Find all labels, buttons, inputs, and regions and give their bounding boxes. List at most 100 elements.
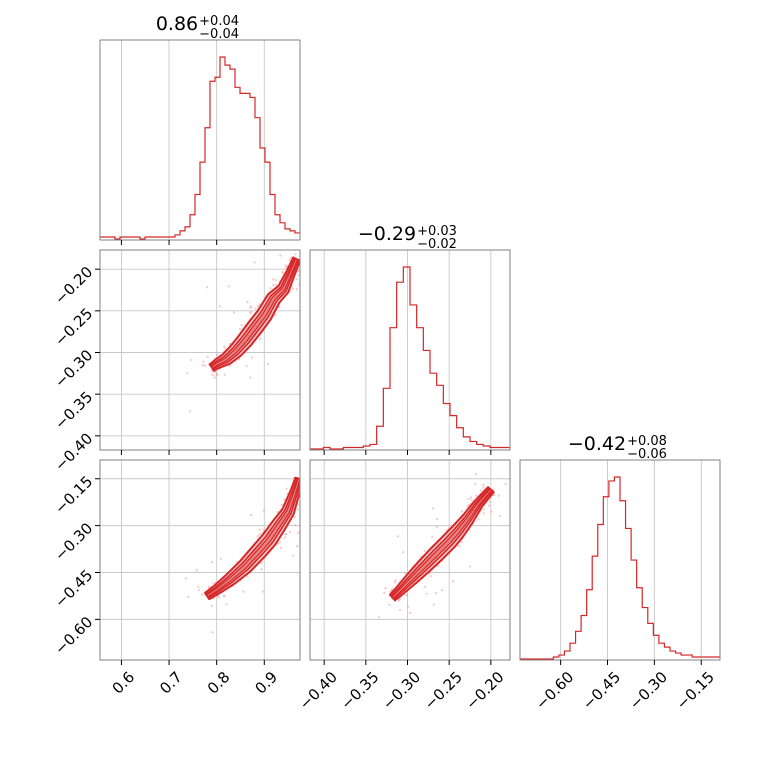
scatter-point [277, 306, 281, 309]
y-tick-label-2-3: −0.15 [51, 472, 96, 517]
scatter-point [425, 592, 428, 595]
scatter-point [283, 498, 286, 502]
scatter-point [301, 478, 303, 480]
scatter-point [293, 515, 297, 519]
scatter-point [460, 510, 464, 513]
panel-frame [99, 39, 301, 241]
scatter-point [223, 594, 226, 597]
scatter-point [432, 603, 435, 606]
x-tick-label-2-0: −0.60 [532, 668, 577, 713]
scatter-point [296, 508, 300, 511]
param-title-1: −0.29 [358, 223, 416, 245]
scatter-point [195, 569, 198, 572]
scatter-point [474, 472, 478, 476]
panel-frame [309, 249, 511, 451]
scatter-point [269, 287, 272, 290]
contour-middle [209, 257, 300, 371]
scatter-point [297, 274, 300, 277]
scatter-point [482, 512, 485, 515]
scatter-point [219, 557, 222, 560]
scatter-point [253, 261, 256, 264]
scatter-point [434, 591, 438, 595]
scatter-point [295, 278, 299, 281]
param-title-0: 0.86 [156, 13, 198, 35]
scatter-point [300, 490, 302, 492]
x-tick-label-1-4: −0.20 [462, 668, 507, 713]
scatter-point [197, 585, 200, 588]
scatter-point [227, 285, 231, 288]
scatter-point [217, 595, 221, 599]
scatter-point [304, 491, 306, 493]
scatter-point [276, 510, 279, 514]
scatter-point [302, 258, 304, 260]
param-upper-err-2: +0.08 [627, 434, 667, 449]
panel-r1-c0: −0.40−0.35−0.30−0.25−0.20 [51, 249, 304, 475]
scatter-point [278, 540, 282, 544]
scatter-point [429, 575, 432, 578]
scatter-point [467, 503, 471, 507]
scatter-point [279, 546, 283, 549]
x-tick-label-2-3: −0.15 [673, 668, 718, 713]
scatter-point [254, 307, 257, 310]
scatter-point [475, 494, 478, 498]
scatter-point [202, 360, 205, 364]
scatter-point [302, 488, 304, 490]
scatter-point [258, 533, 262, 536]
scatter-point [423, 585, 427, 588]
scatter-point [285, 532, 288, 536]
scatter-point [256, 534, 260, 538]
y-tick-label-1-0: −0.40 [51, 429, 96, 474]
scatter-point [223, 373, 227, 376]
scatter-point [482, 508, 485, 511]
scatter-point [316, 482, 318, 484]
x-tick-label-2-2: −0.30 [626, 668, 671, 713]
histogram-step-2 [520, 476, 720, 660]
scatter-point [498, 514, 502, 518]
y-tick-label-2-2: −0.30 [51, 519, 96, 564]
scatter-point [295, 288, 299, 291]
scatter-point [187, 595, 190, 598]
scatter-point [211, 560, 214, 564]
scatter-point [294, 445, 296, 447]
scatter-point [297, 531, 300, 534]
scatter-point [291, 287, 295, 290]
scatter-point [184, 577, 188, 580]
contour-inner [391, 488, 493, 599]
scatter-point [488, 500, 492, 503]
scatter-point [401, 551, 405, 554]
scatter-point [259, 337, 262, 341]
param-title-2: −0.42 [568, 433, 626, 455]
scatter-point [216, 353, 219, 357]
scatter-point [260, 561, 263, 565]
scatter-point [300, 481, 302, 483]
scatter-point [289, 256, 293, 260]
scatter-point [274, 283, 278, 287]
scatter-point [213, 376, 216, 379]
scatter-point [261, 590, 265, 593]
scatter-point [470, 498, 474, 502]
scatter-point [294, 524, 297, 527]
scatter-point [210, 604, 213, 608]
scatter-point [283, 536, 287, 539]
scatter-point [405, 594, 408, 597]
scatter-point [304, 489, 306, 491]
scatter-point [436, 564, 440, 568]
param-lower-err-0: −0.04 [199, 27, 239, 42]
scatter-point [260, 567, 263, 571]
density-2-0 [184, 445, 318, 634]
x-tick-label-0-3: 0.9 [251, 668, 281, 698]
scatter-point [201, 363, 204, 367]
scatter-point [391, 588, 394, 591]
scatter-point [377, 616, 381, 619]
scatter-point [474, 482, 477, 486]
scatter-point [406, 605, 410, 609]
scatter-point [301, 477, 303, 479]
scatter-point [482, 486, 485, 489]
scatter-point [246, 575, 249, 578]
scatter-point [460, 540, 463, 544]
scatter-point [281, 270, 284, 274]
scatter-point [248, 311, 252, 315]
scatter-point [258, 528, 262, 531]
scatter-point [206, 355, 209, 358]
panel-r2-c2: −0.42 +0.08−0.06 −0.60 −0.45 −0.30 −0.15 [519, 433, 721, 713]
